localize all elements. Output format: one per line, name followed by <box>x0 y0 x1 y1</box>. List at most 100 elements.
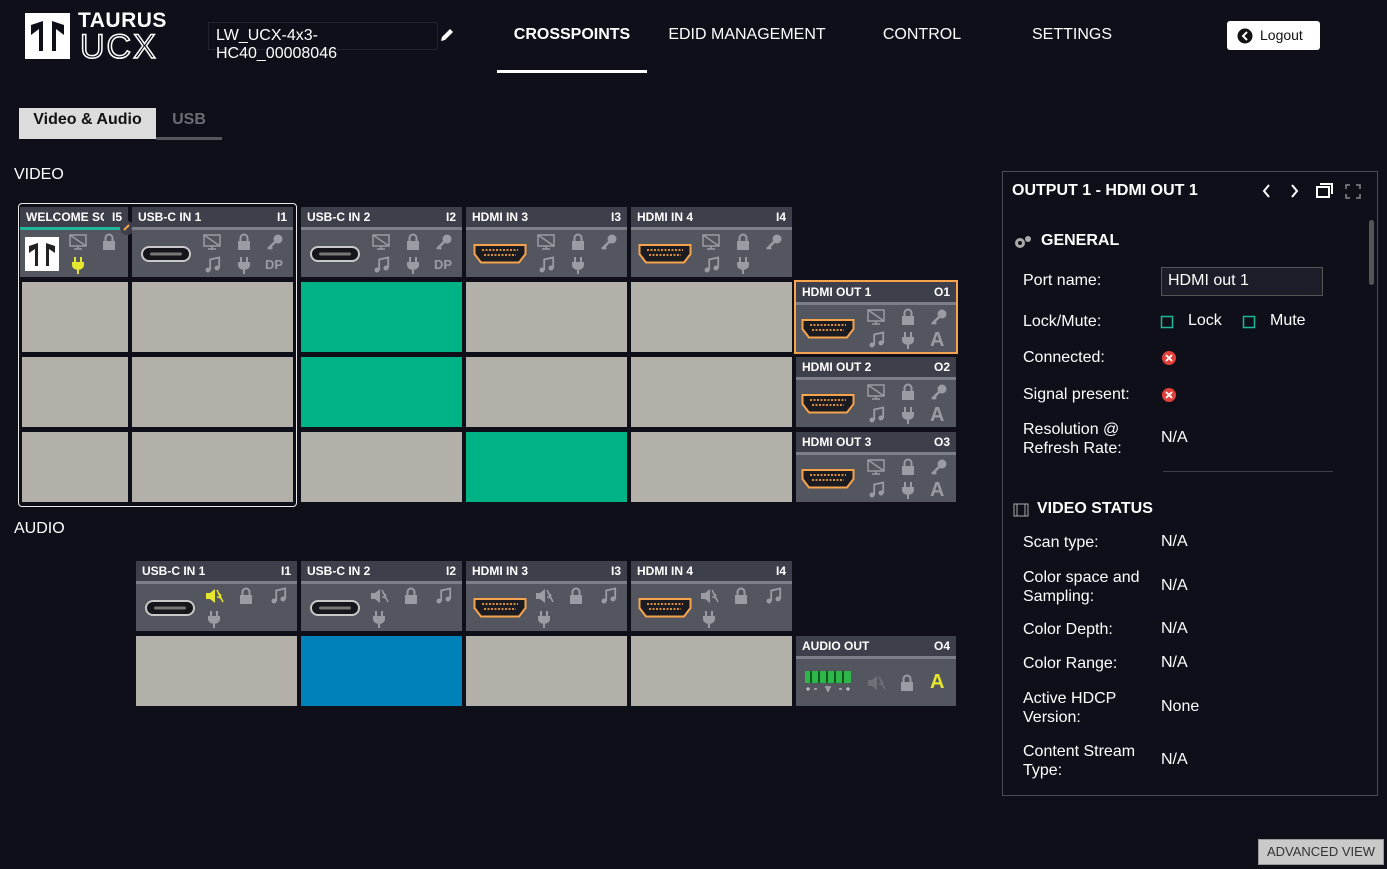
crosspoint[interactable] <box>631 282 792 352</box>
crosspoint[interactable] <box>466 357 627 427</box>
logo-text: UCX <box>80 28 158 66</box>
icon-plug <box>902 332 914 349</box>
crosspoint[interactable] <box>22 282 128 352</box>
crosspoint[interactable] <box>301 357 462 427</box>
tile-header <box>136 561 297 581</box>
icon-monitor <box>69 234 87 250</box>
output-tile[interactable]: HDMI OUT 2 O2 A <box>796 357 956 427</box>
tile-header <box>301 207 462 227</box>
checkbox-label[interactable]: Lock <box>1188 312 1222 329</box>
tile-strip <box>301 227 462 230</box>
field-label: Signal present: <box>1023 386 1130 403</box>
field-value: N/A <box>1161 751 1188 768</box>
icon-label: DP <box>434 257 453 272</box>
panel-controls <box>1262 183 1361 199</box>
signal-bar <box>20 227 120 230</box>
output-tile[interactable]: AUDIO OUT O4 A <box>796 636 956 706</box>
logout-button[interactable]: Logout <box>1227 21 1320 50</box>
tile-strip <box>631 227 792 230</box>
crosspoint[interactable] <box>301 636 462 706</box>
icon-plug <box>902 482 914 499</box>
output-tile[interactable]: HDMI OUT 3 O3 A <box>796 432 956 502</box>
tile-id: I3 <box>610 564 621 578</box>
field-value: None <box>1161 698 1200 715</box>
icon-monitor <box>702 234 720 250</box>
input-tile[interactable]: USB-C IN 1 I1 DP <box>132 207 293 277</box>
crosspoint[interactable] <box>631 636 792 706</box>
input-tile[interactable]: HDMI IN 4 I4 <box>631 207 792 277</box>
input-tile[interactable]: USB-C IN 1 I1 <box>136 561 297 631</box>
field-input[interactable]: HDMI out 1 <box>1161 267 1323 296</box>
field-value: N/A <box>1161 654 1188 671</box>
icon-label: DP <box>265 257 284 272</box>
icon-note <box>704 256 720 273</box>
nav-item[interactable]: EDID MANAGEMENT <box>668 26 826 43</box>
input-tile[interactable]: USB-C IN 2 I2 <box>301 561 462 631</box>
output-tile[interactable]: HDMI OUT 1 O1 A <box>794 280 958 354</box>
tile-name: HDMI OUT 1 <box>802 285 872 299</box>
tile-name: HDMI IN 3 <box>472 564 529 578</box>
tile-strip <box>132 227 293 230</box>
icon-note <box>601 587 617 604</box>
crosspoint[interactable] <box>301 282 462 352</box>
crosspoint[interactable] <box>466 432 627 502</box>
icon-lock <box>902 383 914 400</box>
field-label: Port name: <box>1023 272 1102 289</box>
nav-item[interactable]: CONTROL <box>882 26 962 43</box>
connector-usbc <box>141 246 191 262</box>
selection-frame <box>18 203 297 507</box>
status-icon <box>1162 351 1176 365</box>
tile-id: O1 <box>933 285 950 299</box>
icon-monitor <box>537 234 555 250</box>
crosspoint[interactable] <box>301 432 462 502</box>
tab[interactable]: USB <box>172 111 206 128</box>
tab[interactable]: Video & Audio <box>19 108 156 139</box>
crosspoint[interactable] <box>466 636 627 706</box>
tile-id: O3 <box>933 435 950 449</box>
tile-header <box>301 561 462 581</box>
crosspoint[interactable] <box>631 432 792 502</box>
device-name[interactable]: LW_UCX-4x3-HC40_00008046 <box>208 22 438 62</box>
input-tile[interactable]: HDMI IN 3 I3 <box>466 561 627 631</box>
crosspoint[interactable] <box>22 432 128 502</box>
properties-panel: OUTPUT 1 - HDMI OUT 1 GENERAL Port name: HD… <box>1002 171 1378 796</box>
logo-mark <box>25 13 70 59</box>
connector-logo <box>25 237 59 271</box>
checkbox-label[interactable]: Mute <box>1270 312 1306 329</box>
icon-label: A <box>930 329 945 351</box>
icon-monitor <box>372 234 390 250</box>
nav-item[interactable]: CROSSPOINTS <box>513 26 631 43</box>
icon-lock <box>405 587 417 604</box>
field-value: N/A <box>1161 620 1188 637</box>
input-tile[interactable]: HDMI IN 3 I3 <box>466 207 627 277</box>
crosspoint[interactable] <box>132 357 293 427</box>
nav-item[interactable]: SETTINGS <box>1031 26 1112 43</box>
icon-note <box>869 481 885 498</box>
crosspoint[interactable] <box>132 432 293 502</box>
tile-header <box>631 207 792 227</box>
icon-lock <box>240 587 252 604</box>
checkbox <box>1160 315 1174 329</box>
tile-strip <box>466 581 627 584</box>
crosspoint[interactable] <box>132 282 293 352</box>
crosspoint[interactable] <box>466 282 627 352</box>
input-tile[interactable]: WELCOME SC... I5 <box>20 207 134 277</box>
tile-id: O2 <box>933 360 950 374</box>
field-value: N/A <box>1161 577 1188 594</box>
section-icon <box>1015 236 1031 248</box>
input-tile[interactable]: USB-C IN 2 I2 DP <box>301 207 462 277</box>
section-title: GENERAL <box>1041 232 1120 249</box>
tile-name: HDMI OUT 3 <box>802 435 872 449</box>
crosspoint[interactable] <box>22 357 128 427</box>
field-label: Active HDCP Version: <box>1023 690 1117 726</box>
tile-id: I1 <box>276 210 287 224</box>
tab-underline <box>156 137 222 140</box>
input-tile[interactable]: HDMI IN 4 I4 <box>631 561 792 631</box>
tile-name: USB-C IN 1 <box>142 564 206 578</box>
icon-lock <box>238 233 250 250</box>
advanced-view-button[interactable]: ADVANCED VIEW <box>1258 839 1384 865</box>
icon-mute <box>868 676 886 690</box>
tile-strip <box>301 581 462 584</box>
crosspoint[interactable] <box>631 357 792 427</box>
crosspoint[interactable] <box>136 636 297 706</box>
